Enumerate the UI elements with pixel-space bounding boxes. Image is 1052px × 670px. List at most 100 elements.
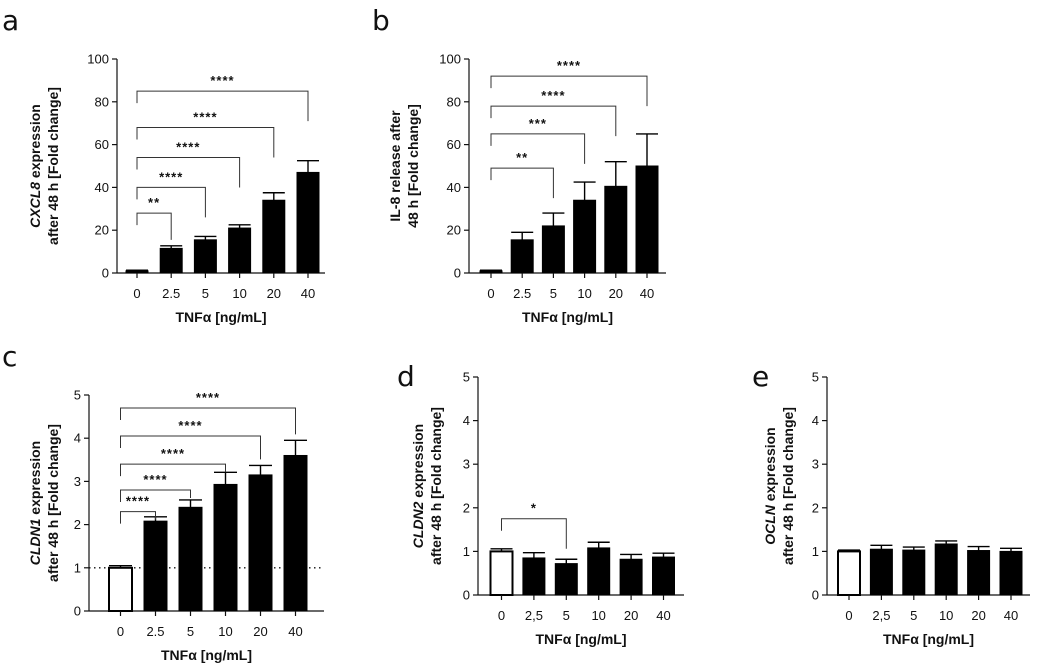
x-tick-label: 20: [253, 624, 267, 639]
bar: [159, 247, 183, 274]
x-axis-label: TNFα [ng/mL]: [522, 309, 613, 325]
y-tick-label: 2: [812, 500, 819, 515]
significance-stars: ****: [159, 169, 183, 184]
significance-stars: **: [516, 150, 528, 165]
x-tick-label: 5: [910, 608, 917, 623]
y-axis-label-line2: after 48 h [Fold change]: [45, 424, 61, 582]
bar: [296, 171, 320, 274]
significance-stars: ****: [178, 418, 202, 433]
x-tick-label: 40: [640, 286, 654, 301]
y-tick-label: 3: [74, 474, 81, 489]
bar: [108, 566, 133, 612]
bar: [635, 165, 659, 274]
x-tick-label: 10: [591, 608, 605, 623]
y-axis-label-text: expression: [27, 441, 43, 519]
panel-letter: c: [2, 340, 17, 373]
significance-bracket: [490, 75, 648, 107]
y-tick-label: 3: [463, 457, 470, 472]
significance-stars: ****: [193, 109, 217, 124]
x-axis-label: TNFα [ng/mL]: [883, 631, 974, 647]
y-tick-label: 2: [74, 517, 81, 532]
y-axis-label-gene: CXCL8: [27, 182, 43, 228]
significance-stars: ***: [529, 116, 547, 131]
x-tick-label: 0: [498, 608, 505, 623]
y-axis-label-line1: CXCL8 expression: [27, 104, 43, 228]
panel-c: c 0 1 2 3 4 5 0 2.5 5 10 20 40 **** **** **** **** **** TN…: [2, 340, 324, 663]
bar: [652, 556, 675, 596]
bar: [522, 557, 546, 596]
x-tick-label: 40: [656, 608, 670, 623]
x-tick-label: 40: [288, 624, 302, 639]
y-tick-label: 5: [74, 388, 81, 403]
x-tick-label: 10: [218, 624, 232, 639]
significance-stars: ****: [210, 73, 234, 88]
y-axis-label-text: expression: [27, 104, 43, 182]
x-tick-label: 5: [187, 624, 194, 639]
y-tick-label: 0: [102, 266, 109, 281]
bar: [999, 550, 1023, 596]
significance-bracket: [136, 156, 241, 188]
y-tick-label: 1: [812, 544, 819, 559]
bar: [934, 543, 958, 596]
bar: [143, 520, 168, 612]
y-tick-label: 2: [463, 500, 470, 515]
significance-bracket: [136, 186, 206, 218]
bar: [869, 548, 893, 596]
bar: [554, 563, 578, 596]
significance-stars: ****: [557, 58, 581, 73]
bar: [837, 550, 861, 597]
x-axis-label: TNFα [ng/mL]: [175, 309, 266, 325]
bar: [248, 474, 273, 612]
significance-bracket: [120, 407, 296, 435]
y-tick-label: 4: [463, 413, 470, 428]
bar: [178, 506, 203, 612]
panel-letter: d: [397, 360, 415, 393]
y-tick-label: 80: [447, 94, 461, 109]
x-tick-label: 40: [1004, 608, 1018, 623]
y-tick-label: 3: [812, 457, 819, 472]
y-axis-label-line1: CLDN1 expression: [27, 441, 43, 566]
x-tick-label: 2,5: [872, 608, 890, 623]
y-axis-label-text: expression: [410, 424, 426, 502]
bar: [573, 199, 597, 274]
bar: [262, 199, 286, 274]
significance-stars: ****: [176, 139, 200, 154]
y-axis-label-text: expression: [762, 427, 778, 505]
y-axis-label-gene: CLDN2: [410, 501, 426, 548]
panel-e: e 0 1 2 3 4 5 0 2,5 5 10 20 40 TNFα [ng/mL] OCLN expre…: [752, 360, 1030, 647]
x-tick-label: 0: [117, 624, 124, 639]
x-tick-label: 2.5: [513, 286, 531, 301]
y-axis-label-text: IL-8 release after: [387, 110, 403, 222]
y-tick-label: 40: [95, 180, 109, 195]
bar: [193, 239, 217, 274]
panel-letter: b: [372, 4, 390, 37]
bar: [510, 239, 534, 274]
y-tick-label: 0: [74, 604, 81, 619]
x-tick-label: 0: [845, 608, 852, 623]
significance-bracket: [501, 518, 567, 549]
bar: [619, 558, 643, 596]
x-tick-label: 2.5: [162, 286, 180, 301]
y-axis-label-line1: CLDN2 expression: [410, 424, 426, 549]
y-tick-label: 60: [95, 137, 109, 152]
y-tick-label: 0: [454, 266, 461, 281]
panel-d: d 0 1 2 3 4 5 0 2,5 5 10 20 40 * TNFα [ng/mL] CLDN2 exp…: [397, 360, 684, 647]
x-tick-label: 20: [624, 608, 638, 623]
significance-stars: ****: [126, 494, 150, 509]
y-axis-label-gene: OCLN: [762, 504, 778, 545]
significance-bracket: [136, 212, 172, 240]
x-tick-label: 0: [487, 286, 494, 301]
bar: [213, 483, 238, 612]
x-tick-label: 2.5: [146, 624, 164, 639]
significance-stars: ****: [196, 390, 220, 405]
significance-stars: ****: [541, 88, 565, 103]
significance-stars: **: [148, 195, 160, 210]
y-tick-label: 60: [447, 137, 461, 152]
y-axis-label-line1: IL-8 release after: [387, 110, 403, 222]
x-tick-label: 5: [202, 286, 209, 301]
panel-letter: e: [752, 360, 769, 393]
significance-bracket: [120, 435, 261, 460]
